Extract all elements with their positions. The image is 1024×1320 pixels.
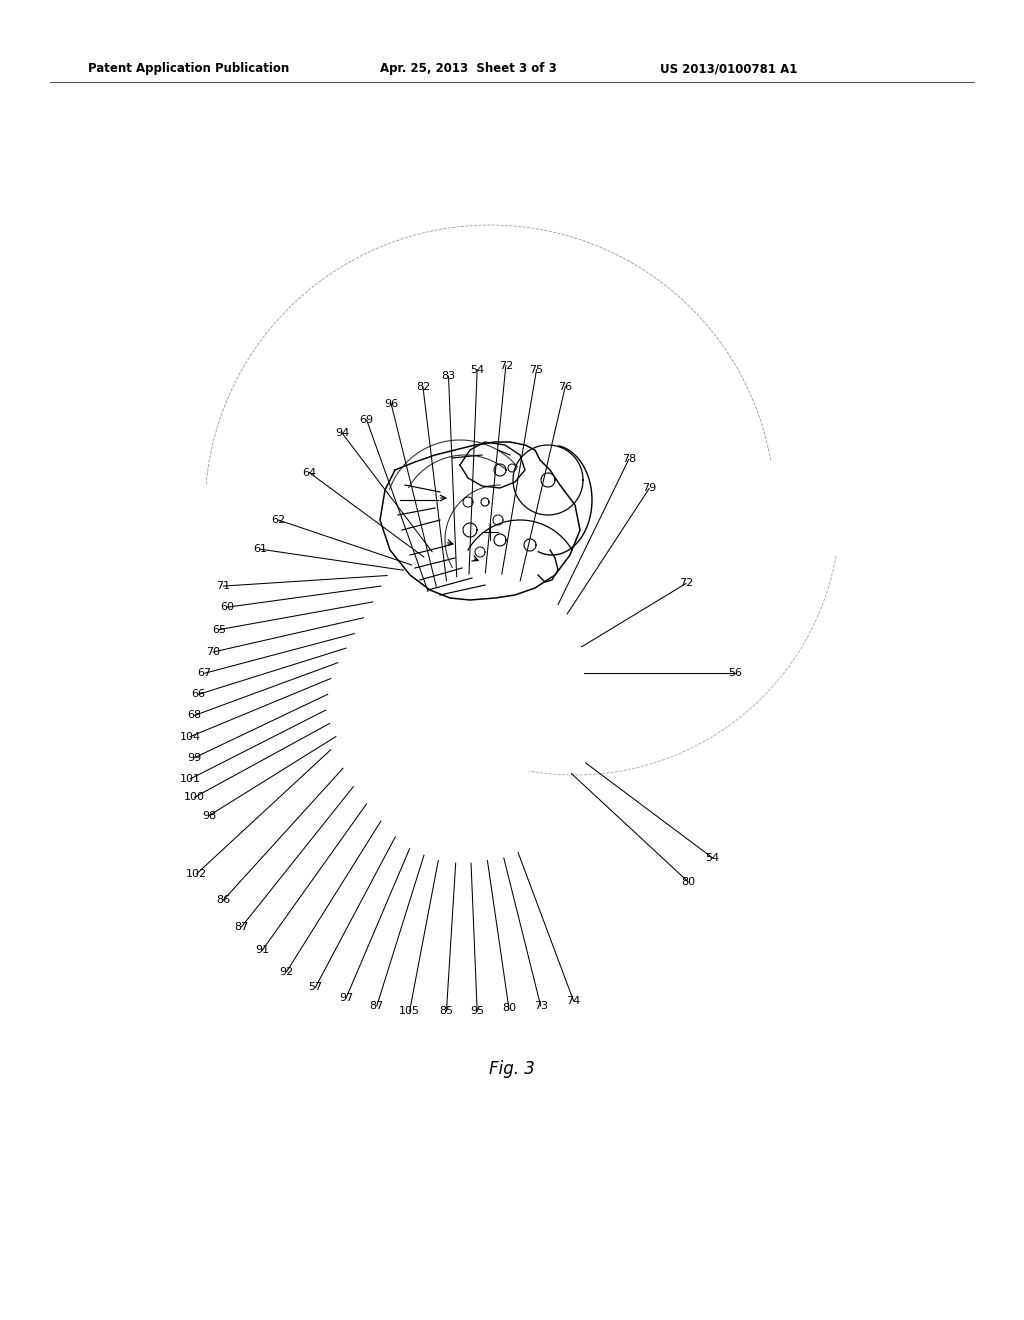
- Text: 60: 60: [220, 602, 234, 612]
- Text: 54: 54: [706, 853, 720, 863]
- Text: 70: 70: [206, 647, 220, 657]
- Text: 104: 104: [180, 731, 201, 742]
- Text: 73: 73: [534, 1001, 548, 1011]
- Text: 94: 94: [335, 428, 349, 438]
- Text: 66: 66: [191, 689, 206, 700]
- Text: 80: 80: [502, 1003, 516, 1014]
- Text: 105: 105: [399, 1006, 420, 1016]
- Text: 95: 95: [470, 1006, 484, 1016]
- Text: 96: 96: [384, 399, 398, 409]
- Text: 67: 67: [198, 668, 212, 678]
- Text: 69: 69: [359, 414, 374, 425]
- Text: 54: 54: [470, 364, 484, 375]
- Text: 57: 57: [308, 982, 323, 993]
- Text: 83: 83: [441, 371, 456, 381]
- Text: 71: 71: [216, 581, 230, 591]
- Text: 86: 86: [216, 895, 230, 906]
- Text: 64: 64: [302, 467, 316, 478]
- Text: 87: 87: [370, 1001, 384, 1011]
- Text: 91: 91: [255, 945, 269, 956]
- Text: 72: 72: [679, 578, 693, 589]
- Text: 78: 78: [622, 454, 636, 465]
- Text: 87: 87: [234, 921, 249, 932]
- Text: 61: 61: [253, 544, 267, 554]
- Text: 98: 98: [202, 810, 216, 821]
- Text: 68: 68: [187, 710, 202, 721]
- Text: 102: 102: [186, 869, 207, 879]
- Text: 101: 101: [180, 774, 201, 784]
- Text: 92: 92: [280, 966, 294, 977]
- Text: 79: 79: [642, 483, 656, 494]
- Text: 72: 72: [499, 360, 513, 371]
- Text: 85: 85: [439, 1006, 454, 1016]
- Text: US 2013/0100781 A1: US 2013/0100781 A1: [660, 62, 798, 75]
- Text: 75: 75: [529, 364, 544, 375]
- Text: 62: 62: [271, 515, 286, 525]
- Text: Fig. 3: Fig. 3: [489, 1060, 535, 1078]
- Text: 99: 99: [187, 752, 202, 763]
- Text: 65: 65: [212, 624, 226, 635]
- Text: 100: 100: [184, 792, 205, 803]
- Text: 82: 82: [416, 381, 430, 392]
- Text: 80: 80: [681, 876, 695, 887]
- Text: 56: 56: [728, 668, 742, 678]
- Text: 76: 76: [558, 381, 572, 392]
- Text: Patent Application Publication: Patent Application Publication: [88, 62, 289, 75]
- Text: 74: 74: [566, 995, 581, 1006]
- Text: 97: 97: [339, 993, 353, 1003]
- Text: Apr. 25, 2013  Sheet 3 of 3: Apr. 25, 2013 Sheet 3 of 3: [380, 62, 557, 75]
